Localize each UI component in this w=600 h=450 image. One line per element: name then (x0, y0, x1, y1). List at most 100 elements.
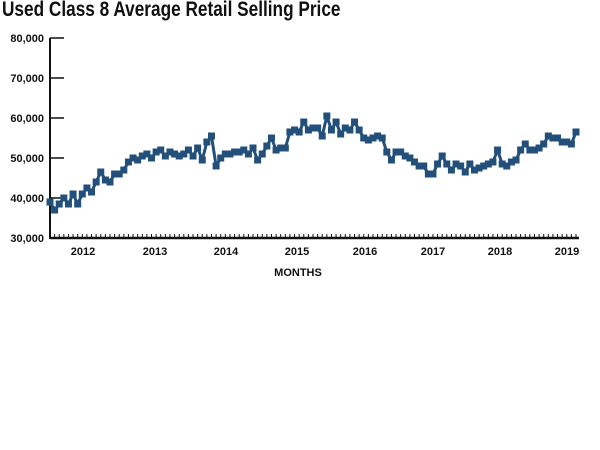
data-point (494, 146, 502, 154)
data-point (286, 128, 294, 136)
data-point (470, 166, 478, 174)
data-point (498, 160, 506, 168)
x-tick-label: 2012 (71, 246, 95, 258)
data-point (401, 152, 409, 160)
data-point (254, 156, 262, 164)
data-point (143, 150, 151, 158)
data-point (300, 118, 308, 126)
data-point (512, 156, 520, 164)
data-point (207, 132, 215, 140)
data-point (194, 144, 202, 152)
data-point (267, 134, 275, 142)
data-point (46, 198, 54, 206)
data-point (74, 200, 82, 208)
data-point (129, 154, 137, 162)
data-point (217, 154, 225, 162)
y-tick-label: 30,000 (10, 233, 44, 245)
data-point (221, 150, 229, 158)
data-point (360, 134, 368, 142)
data-point (60, 194, 68, 202)
data-point (309, 124, 317, 132)
data-point (92, 178, 100, 186)
axes (49, 38, 579, 240)
data-point (244, 150, 252, 158)
data-point (341, 124, 349, 132)
series (46, 112, 580, 214)
data-point (88, 188, 96, 196)
data-point (411, 158, 419, 166)
data-point (69, 190, 77, 198)
data-point (161, 152, 169, 160)
data-point (434, 160, 442, 168)
data-point (152, 148, 160, 156)
data-point (78, 190, 86, 198)
data-point (369, 134, 377, 142)
data-point (51, 206, 59, 214)
data-point (475, 164, 483, 172)
data-point (438, 152, 446, 160)
data-point (304, 126, 312, 134)
data-point (554, 134, 562, 142)
y-tick-label: 70,000 (10, 73, 44, 85)
x-tick-label: 2019 (555, 246, 579, 258)
data-point (392, 148, 400, 156)
data-point (226, 150, 234, 158)
data-point (120, 166, 128, 174)
data-point (314, 124, 322, 132)
data-point (507, 158, 515, 166)
data-point (263, 142, 271, 150)
data-point (484, 160, 492, 168)
data-point (572, 128, 580, 136)
data-point (563, 138, 571, 146)
ticks: 30,000 40,000 50,000 60,000 70,000 80,000 2012… (10, 33, 579, 258)
data-point (295, 128, 303, 136)
data-point (115, 170, 123, 178)
data-point (277, 144, 285, 152)
data-point (351, 118, 359, 126)
data-point (323, 112, 331, 120)
data-point (318, 132, 326, 140)
data-point (138, 152, 146, 160)
data-point (447, 166, 455, 174)
data-point (420, 162, 428, 170)
data-point (337, 130, 345, 138)
data-point (466, 160, 474, 168)
data-point (549, 134, 557, 142)
data-point (175, 152, 183, 160)
x-tick-label: 2015 (285, 246, 309, 258)
data-point (521, 140, 529, 148)
data-point (457, 162, 465, 170)
x-tick-label: 2016 (353, 246, 377, 258)
data-point (397, 148, 405, 156)
data-point (355, 126, 363, 134)
data-point (166, 148, 174, 156)
data-point (291, 126, 299, 134)
data-point (97, 168, 105, 176)
data-point (544, 132, 552, 140)
x-tick-label: 2014 (214, 246, 239, 258)
data-point (272, 146, 280, 154)
data-point (540, 140, 548, 148)
data-point (415, 162, 423, 170)
data-point (157, 146, 165, 154)
data-point (327, 126, 335, 134)
data-point (567, 140, 575, 148)
data-point (212, 162, 220, 170)
data-point (171, 150, 179, 158)
data-point (281, 144, 289, 152)
data-point (374, 132, 382, 140)
data-point (235, 148, 243, 156)
data-point (378, 134, 386, 142)
data-point (387, 156, 395, 164)
data-point (383, 148, 391, 156)
data-point (346, 126, 354, 134)
data-point (180, 150, 188, 158)
data-point (184, 146, 192, 154)
data-point (503, 162, 511, 170)
chart-title: Used Class 8 Average Retail Selling Pric… (2, 0, 341, 21)
data-point (111, 170, 119, 178)
data-point (83, 184, 91, 192)
data-point (364, 136, 372, 144)
x-tick-label: 2013 (143, 246, 167, 258)
data-point (489, 158, 497, 166)
